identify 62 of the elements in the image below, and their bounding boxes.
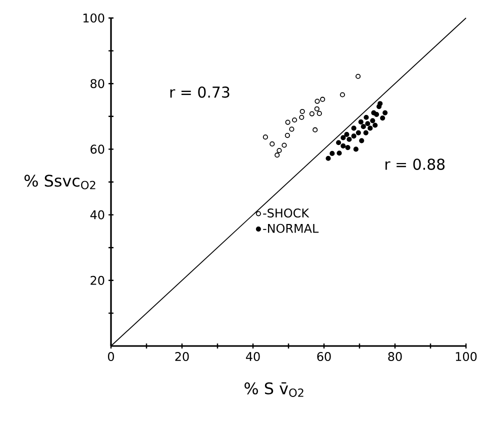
point — [262, 134, 268, 140]
point — [372, 122, 378, 128]
x-tick-label: 80 — [388, 352, 402, 362]
point — [368, 126, 373, 131]
point — [356, 130, 361, 136]
x-tick-label: 40 — [246, 352, 260, 362]
point — [340, 92, 346, 98]
point — [320, 96, 326, 102]
y-tick-label: 80 — [90, 79, 104, 88]
point — [289, 126, 294, 132]
y-tick-label: 100 — [83, 13, 104, 23]
point — [371, 110, 376, 116]
point — [370, 118, 376, 124]
legend-label: -NORMAL — [263, 224, 319, 233]
point — [340, 135, 346, 140]
point — [312, 127, 318, 132]
point — [351, 126, 356, 131]
point — [360, 124, 366, 130]
annotation: r = 0.88 — [386, 158, 445, 170]
point — [270, 141, 275, 146]
point — [378, 101, 383, 106]
point — [274, 152, 280, 158]
point — [353, 146, 358, 152]
point — [344, 132, 350, 137]
point — [314, 98, 320, 104]
x-tick-label: 0 — [108, 352, 114, 362]
point — [364, 114, 369, 120]
point — [300, 108, 305, 114]
point — [365, 121, 370, 126]
point — [326, 156, 331, 161]
point — [336, 150, 342, 156]
y-axis-title: % Ssvc$_{O2}$ — [24, 174, 96, 190]
point — [382, 110, 388, 116]
point — [380, 115, 386, 121]
point — [345, 145, 350, 150]
x-tick-label: 60 — [317, 352, 331, 362]
point — [356, 74, 361, 79]
point — [282, 142, 287, 148]
x-tick-label: 20 — [175, 352, 189, 362]
point — [359, 138, 364, 144]
point — [363, 130, 368, 136]
point — [314, 106, 320, 112]
point — [316, 110, 322, 116]
legend-label: -SHOCK — [263, 208, 310, 218]
y-tick-label: 20 — [90, 276, 104, 285]
y-tick-label: 40 — [90, 210, 104, 220]
point — [340, 143, 346, 148]
y-tick-label: 60 — [90, 144, 104, 154]
x-tick-label: 100 — [456, 352, 477, 362]
point — [358, 119, 364, 125]
point — [285, 120, 290, 125]
point — [351, 134, 356, 139]
point — [330, 150, 335, 156]
point — [292, 117, 298, 123]
point — [309, 111, 314, 116]
point — [346, 136, 352, 142]
point — [276, 148, 282, 154]
annotation: r = 0.73 — [170, 86, 230, 98]
x-axis-title: % S v̄$_{O2}$ — [244, 382, 304, 397]
point — [299, 114, 304, 120]
point — [284, 132, 290, 138]
point — [336, 140, 342, 146]
